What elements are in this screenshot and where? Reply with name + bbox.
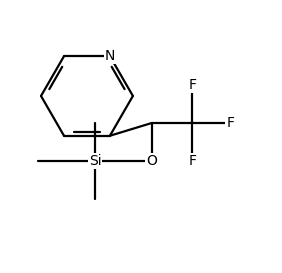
Text: O: O — [146, 154, 157, 168]
Text: F: F — [188, 78, 196, 92]
Text: Si: Si — [89, 154, 101, 168]
Text: N: N — [105, 49, 115, 63]
Text: F: F — [188, 154, 196, 168]
Text: F: F — [226, 116, 234, 130]
